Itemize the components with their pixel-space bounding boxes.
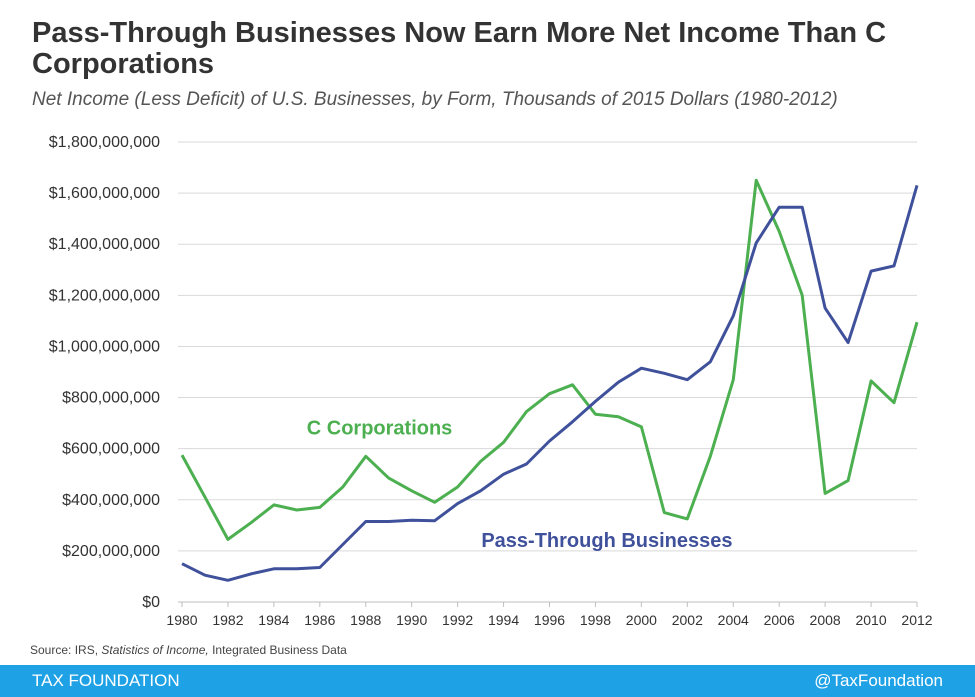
chart-title: Pass-Through Businesses Now Earn More Ne… xyxy=(32,17,887,80)
y-axis-ticks: $0 $200,000,000 $400,000,000 $600,000,000 $8… xyxy=(49,134,160,611)
chart-subtitle: Net Income (Less Deficit) of U.S. Busine… xyxy=(32,89,838,110)
x-tick-label: 2002 xyxy=(672,612,703,628)
x-tick-label: 1986 xyxy=(304,612,335,628)
y-tick-label: $200,000,000 xyxy=(62,543,160,560)
x-tick-label: 1994 xyxy=(488,612,519,628)
y-tick-label: $1,000,000,000 xyxy=(49,338,160,355)
x-axis-ticks: 1980 1982 1984 1986 1988 1990 1992 1994 1996 1998… xyxy=(166,602,933,628)
y-tick-label: $1,200,000,000 xyxy=(49,287,160,304)
line-chart: $0 $200,000,000 $400,000,000 $600,000,000 $8… xyxy=(49,134,933,628)
x-tick-label: 1998 xyxy=(580,612,611,628)
x-tick-label: 2006 xyxy=(764,612,795,628)
x-tick-label: 1990 xyxy=(396,612,427,628)
y-tick-label: $1,600,000,000 xyxy=(49,185,160,202)
y-tick-label: $600,000,000 xyxy=(62,441,160,458)
source-suffix: Integrated Business Data xyxy=(212,643,347,657)
source-note: Source: IRS, Statistics of Income, Integ… xyxy=(30,643,347,657)
x-tick-label: 1980 xyxy=(166,612,197,628)
source-prefix: Source: IRS, xyxy=(30,643,99,657)
x-tick-label: 2000 xyxy=(626,612,657,628)
series-label: C Corporations xyxy=(307,418,453,440)
y-tick-label: $1,400,000,000 xyxy=(49,236,160,253)
y-tick-label: $400,000,000 xyxy=(62,492,160,509)
y-tick-label: $0 xyxy=(142,594,160,611)
x-tick-label: 2008 xyxy=(810,612,841,628)
gridlines xyxy=(178,141,917,603)
x-tick-label: 2004 xyxy=(718,612,749,628)
series-line-pass-through xyxy=(181,184,919,582)
series-label: Pass-Through Businesses xyxy=(481,530,732,552)
social-handle[interactable]: @TaxFoundation xyxy=(814,671,943,690)
x-tick-label: 1996 xyxy=(534,612,565,628)
brand-name: TAX FOUNDATION xyxy=(32,671,180,690)
y-tick-label: $1,800,000,000 xyxy=(49,134,160,151)
series-lines xyxy=(180,178,919,582)
source-title: Statistics of Income, xyxy=(101,643,209,657)
x-tick-label: 2012 xyxy=(901,612,932,628)
x-tick-label: 1992 xyxy=(442,612,473,628)
x-tick-label: 2010 xyxy=(855,612,886,628)
series-line-c-corporations xyxy=(180,178,919,541)
y-tick-label: $800,000,000 xyxy=(62,390,160,407)
series-labels: C Corporations Pass-Through Businesses xyxy=(307,418,733,552)
x-tick-label: 1988 xyxy=(350,612,381,628)
x-tick-label: 1984 xyxy=(258,612,289,628)
x-tick-label: 1982 xyxy=(212,612,243,628)
footer-bar: TAX FOUNDATION @TaxFoundation xyxy=(0,665,975,697)
